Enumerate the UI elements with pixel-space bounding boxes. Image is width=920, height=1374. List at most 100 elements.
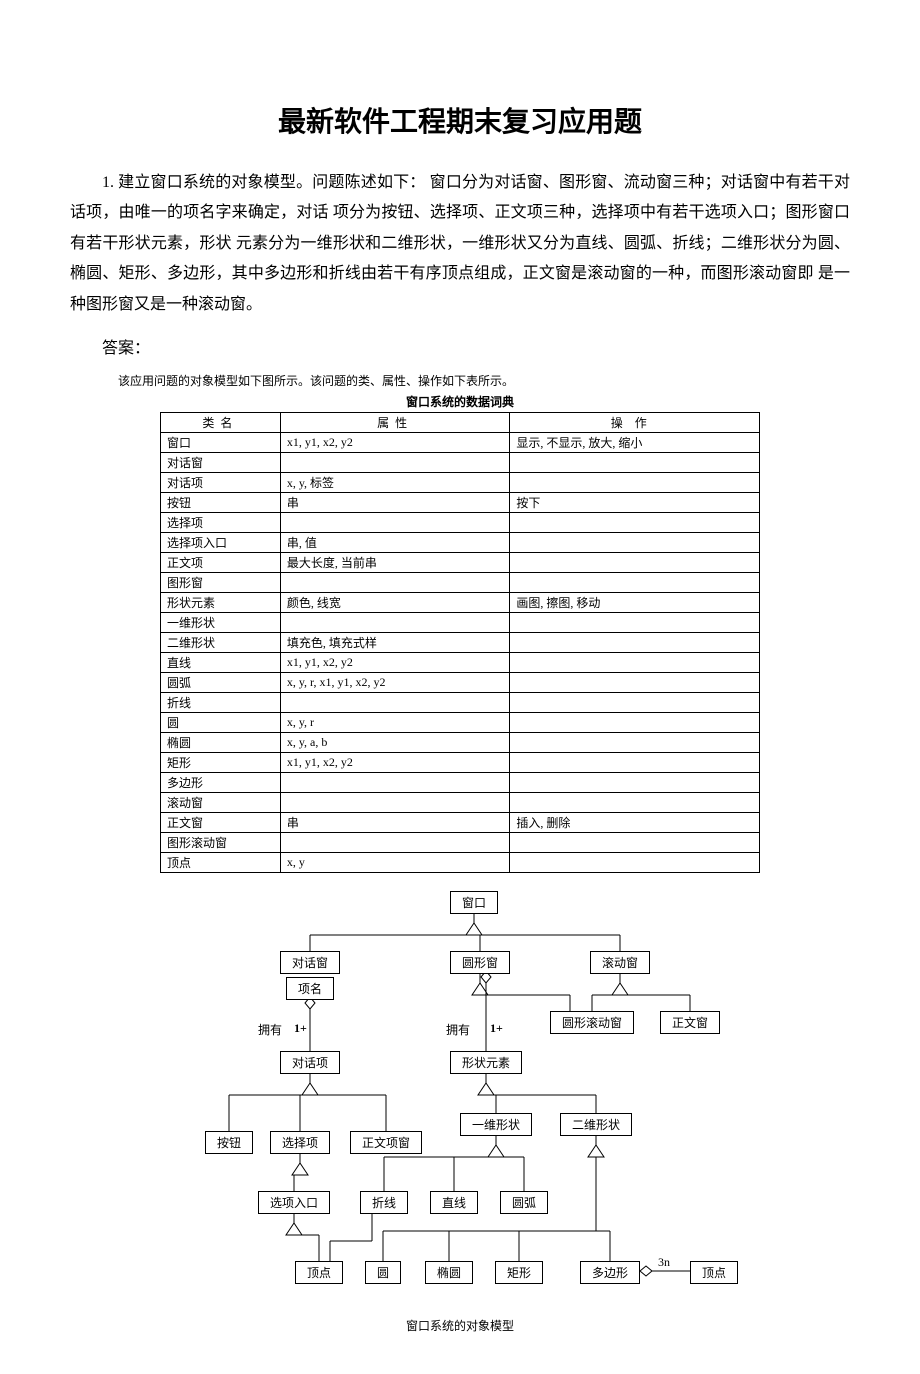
table-cell [510, 692, 760, 712]
label-1plus-1: 1+ [294, 1021, 307, 1036]
col-header-classname: 类名 [161, 412, 281, 432]
table-cell: 矩形 [161, 752, 281, 772]
figure-caption: 窗口系统的对象模型 [70, 1317, 850, 1334]
label-1plus-2: 1+ [490, 1021, 503, 1036]
table-cell: 按下 [510, 492, 760, 512]
node-shape2d: 二维形状 [560, 1113, 632, 1136]
node-polyline: 折线 [360, 1191, 408, 1214]
node-ellipse: 椭圆 [425, 1261, 473, 1284]
table-intro: 该应用问题的对象模型如下图所示。该问题的类、属性、操作如下表所示。 [70, 372, 850, 389]
table-cell: 对话项 [161, 472, 281, 492]
table-cell: x1, y1, x2, y2 [280, 752, 510, 772]
problem-text: 1. 建立窗口系统的对象模型。问题陈述如下： 窗口分为对话窗、图形窗、流动窗三种… [70, 168, 850, 320]
table-cell [280, 612, 510, 632]
node-line: 直线 [430, 1191, 478, 1214]
table-cell [280, 452, 510, 472]
node-vertex1: 顶点 [295, 1261, 343, 1284]
table-cell: 画图, 擦图, 移动 [510, 592, 760, 612]
table-cell: 图形滚动窗 [161, 832, 281, 852]
table-row: 图形滚动窗 [161, 832, 760, 852]
data-dictionary-table: 类名 属性 操作 窗口x1, y1, x2, y2显示, 不显示, 放大, 缩小… [160, 412, 760, 873]
table-cell: 选择项 [161, 512, 281, 532]
table-row: 直线x1, y1, x2, y2 [161, 652, 760, 672]
table-cell: 按钮 [161, 492, 281, 512]
node-dialogw: 对话窗 [280, 951, 340, 974]
table-header-row: 类名 属性 操作 [161, 412, 760, 432]
table-cell: 插入, 删除 [510, 812, 760, 832]
table-cell [280, 512, 510, 532]
table-cell [510, 712, 760, 732]
table-cell: 正文项 [161, 552, 281, 572]
table-cell [510, 512, 760, 532]
table-cell: 图形窗 [161, 572, 281, 592]
table-row: 多边形 [161, 772, 760, 792]
col-header-operation: 操作 [510, 412, 760, 432]
table-cell: 形状元素 [161, 592, 281, 612]
table-row: 选择项 [161, 512, 760, 532]
table-cell [510, 632, 760, 652]
table-cell [510, 792, 760, 812]
table-row: 对话窗 [161, 452, 760, 472]
node-window: 窗口 [450, 891, 498, 914]
table-cell: 折线 [161, 692, 281, 712]
table-row: 圆弧x, y, r, x1, y1, x2, y2 [161, 672, 760, 692]
node-selentry: 选项入口 [258, 1191, 330, 1214]
table-cell: 显示, 不显示, 放大, 缩小 [510, 432, 760, 452]
table-row: 顶点x, y [161, 852, 760, 872]
table-row: 按钮串按下 [161, 492, 760, 512]
page-title: 最新软件工程期末复习应用题 [70, 100, 850, 140]
node-shape1d: 一维形状 [460, 1113, 532, 1136]
table-cell [510, 772, 760, 792]
table-cell: x, y, r [280, 712, 510, 732]
table-cell: 串, 值 [280, 532, 510, 552]
answer-label: 答案： [70, 334, 850, 358]
table-cell [510, 752, 760, 772]
table-row: 正文窗串插入, 删除 [161, 812, 760, 832]
table-cell: 串 [280, 812, 510, 832]
node-graphscrollw: 圆形滚动窗 [550, 1011, 634, 1034]
node-rect: 矩形 [495, 1261, 543, 1284]
table-cell: 圆 [161, 712, 281, 732]
table-cell: 对话窗 [161, 452, 281, 472]
table-cell [510, 652, 760, 672]
table-cell: x, y, a, b [280, 732, 510, 752]
table-row: 窗口x1, y1, x2, y2显示, 不显示, 放大, 缩小 [161, 432, 760, 452]
table-row: 椭圆x, y, a, b [161, 732, 760, 752]
node-shapeelem: 形状元素 [450, 1051, 522, 1074]
table-cell: 窗口 [161, 432, 281, 452]
node-button: 按钮 [205, 1131, 253, 1154]
table-cell: 椭圆 [161, 732, 281, 752]
table-cell [280, 692, 510, 712]
table-cell [280, 832, 510, 852]
node-dialogitem: 对话项 [280, 1051, 340, 1074]
table-row: 对话项x, y, 标签 [161, 472, 760, 492]
table-cell: 填充色, 填充式样 [280, 632, 510, 652]
table-cell [510, 452, 760, 472]
table-row: 矩形x1, y1, x2, y2 [161, 752, 760, 772]
table-row: 圆x, y, r [161, 712, 760, 732]
node-scrollw: 滚动窗 [590, 951, 650, 974]
node-circle: 圆 [365, 1261, 401, 1284]
table-row: 滚动窗 [161, 792, 760, 812]
table-row: 一维形状 [161, 612, 760, 632]
table-cell [510, 612, 760, 632]
table-cell: x, y [280, 852, 510, 872]
node-textitemw: 正文项窗 [350, 1131, 422, 1154]
table-cell: x, y, r, x1, y1, x2, y2 [280, 672, 510, 692]
table-cell: 直线 [161, 652, 281, 672]
table-cell: 选择项入口 [161, 532, 281, 552]
table-cell [510, 852, 760, 872]
table-cell: x1, y1, x2, y2 [280, 652, 510, 672]
table-cell [510, 572, 760, 592]
table-cell [510, 732, 760, 752]
table-caption: 窗口系统的数据词典 [70, 393, 850, 410]
table-cell [280, 792, 510, 812]
node-graphw: 圆形窗 [450, 951, 510, 974]
label-own-1: 拥有 [258, 1021, 282, 1038]
table-cell [510, 672, 760, 692]
object-model-diagram: 窗口对话窗圆形窗滚动窗项名圆形滚动窗正文窗对话项形状元素按钮选择项正文项窗一维形… [150, 891, 770, 1311]
table-cell [510, 532, 760, 552]
table-row: 选择项入口串, 值 [161, 532, 760, 552]
table-cell: 二维形状 [161, 632, 281, 652]
table-row: 正文项最大长度, 当前串 [161, 552, 760, 572]
